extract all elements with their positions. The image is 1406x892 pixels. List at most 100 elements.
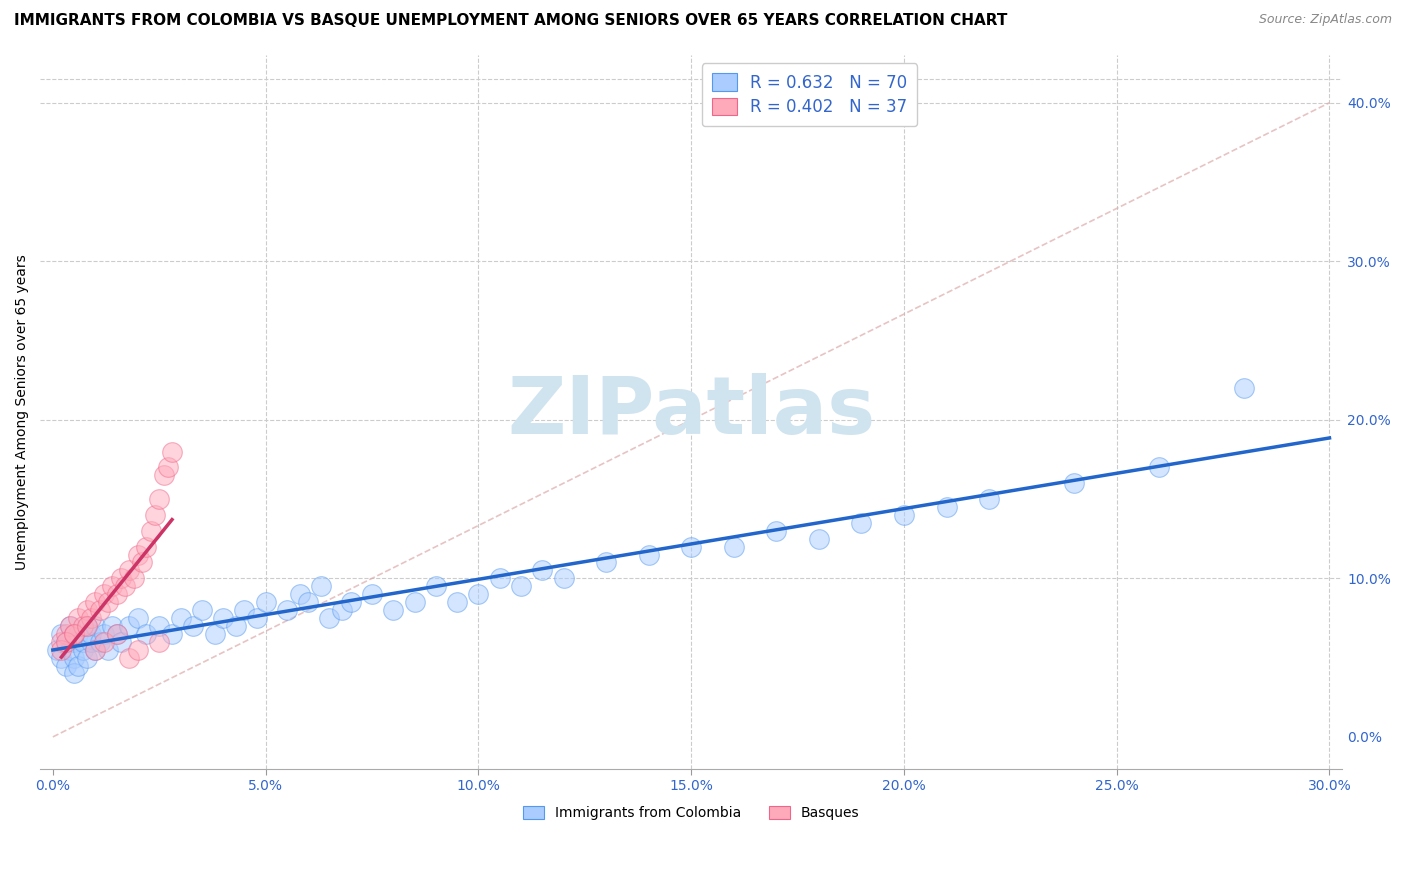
Point [160, 444, 183, 458]
Point [225, 619, 247, 633]
Point [76, 650, 98, 665]
Point [67, 611, 90, 625]
Point [76, 603, 98, 617]
Point [1149, 460, 1171, 475]
Point [110, 571, 132, 585]
Point [318, 611, 340, 625]
Point [114, 579, 136, 593]
Point [135, 627, 157, 641]
Point [446, 595, 468, 609]
Point [893, 508, 915, 522]
Point [59, 619, 82, 633]
Point [55, 627, 77, 641]
Point [59, 642, 82, 657]
Point [143, 508, 166, 522]
Point [276, 603, 298, 617]
Text: IMMIGRANTS FROM COLOMBIA VS BASQUE UNEMPLOYMENT AMONG SENIORS OVER 65 YEARS CORR: IMMIGRANTS FROM COLOMBIA VS BASQUE UNEMP… [14, 13, 1008, 29]
Point [67, 627, 90, 641]
Point [531, 563, 554, 577]
Point [297, 595, 319, 609]
Point [80, 634, 103, 648]
Point [105, 627, 128, 641]
Point [93, 587, 115, 601]
Point [55, 658, 77, 673]
Point [977, 492, 1000, 507]
Point [467, 587, 489, 601]
Point [765, 524, 787, 538]
Point [55, 634, 77, 648]
Point [97, 642, 120, 657]
Point [135, 540, 157, 554]
Point [553, 571, 575, 585]
Point [101, 579, 124, 593]
Point [425, 579, 447, 593]
Point [169, 611, 191, 625]
Point [80, 611, 103, 625]
Point [89, 603, 111, 617]
Point [118, 563, 141, 577]
Point [84, 619, 107, 633]
Point [118, 650, 141, 665]
Point [488, 571, 510, 585]
Point [63, 666, 86, 681]
Point [84, 642, 107, 657]
Point [105, 587, 128, 601]
Point [723, 540, 745, 554]
Point [807, 532, 830, 546]
Point [122, 571, 145, 585]
Point [595, 556, 617, 570]
Point [55, 634, 77, 648]
Point [510, 579, 533, 593]
Point [160, 627, 183, 641]
Point [105, 627, 128, 641]
Point [404, 595, 426, 609]
Point [851, 516, 873, 530]
Point [288, 587, 311, 601]
Point [51, 642, 73, 657]
Point [84, 595, 107, 609]
Point [309, 579, 332, 593]
Point [339, 595, 361, 609]
Point [97, 595, 120, 609]
Point [76, 619, 98, 633]
Point [156, 460, 179, 475]
Point [46, 642, 69, 657]
Text: ZIPatlas: ZIPatlas [508, 373, 876, 450]
Point [80, 627, 103, 641]
Point [51, 627, 73, 641]
Point [148, 492, 170, 507]
Point [254, 595, 277, 609]
Point [67, 658, 90, 673]
Point [139, 524, 162, 538]
Point [127, 548, 149, 562]
Point [101, 619, 124, 633]
Point [204, 627, 226, 641]
Point [191, 603, 214, 617]
Point [63, 627, 86, 641]
Point [131, 556, 153, 570]
Point [233, 603, 256, 617]
Point [63, 627, 86, 641]
Point [152, 468, 174, 483]
Point [51, 634, 73, 648]
Point [148, 634, 170, 648]
Point [93, 627, 115, 641]
Point [681, 540, 703, 554]
Point [127, 642, 149, 657]
Point [63, 634, 86, 648]
Point [1063, 476, 1085, 491]
Point [246, 611, 269, 625]
Legend: Immigrants from Colombia, Basques: Immigrants from Colombia, Basques [517, 801, 865, 826]
Point [59, 619, 82, 633]
Point [76, 619, 98, 633]
Point [382, 603, 405, 617]
Point [127, 611, 149, 625]
Point [72, 634, 94, 648]
Point [63, 650, 86, 665]
Point [93, 634, 115, 648]
Point [72, 619, 94, 633]
Point [72, 642, 94, 657]
Point [51, 650, 73, 665]
Point [361, 587, 384, 601]
Point [118, 619, 141, 633]
